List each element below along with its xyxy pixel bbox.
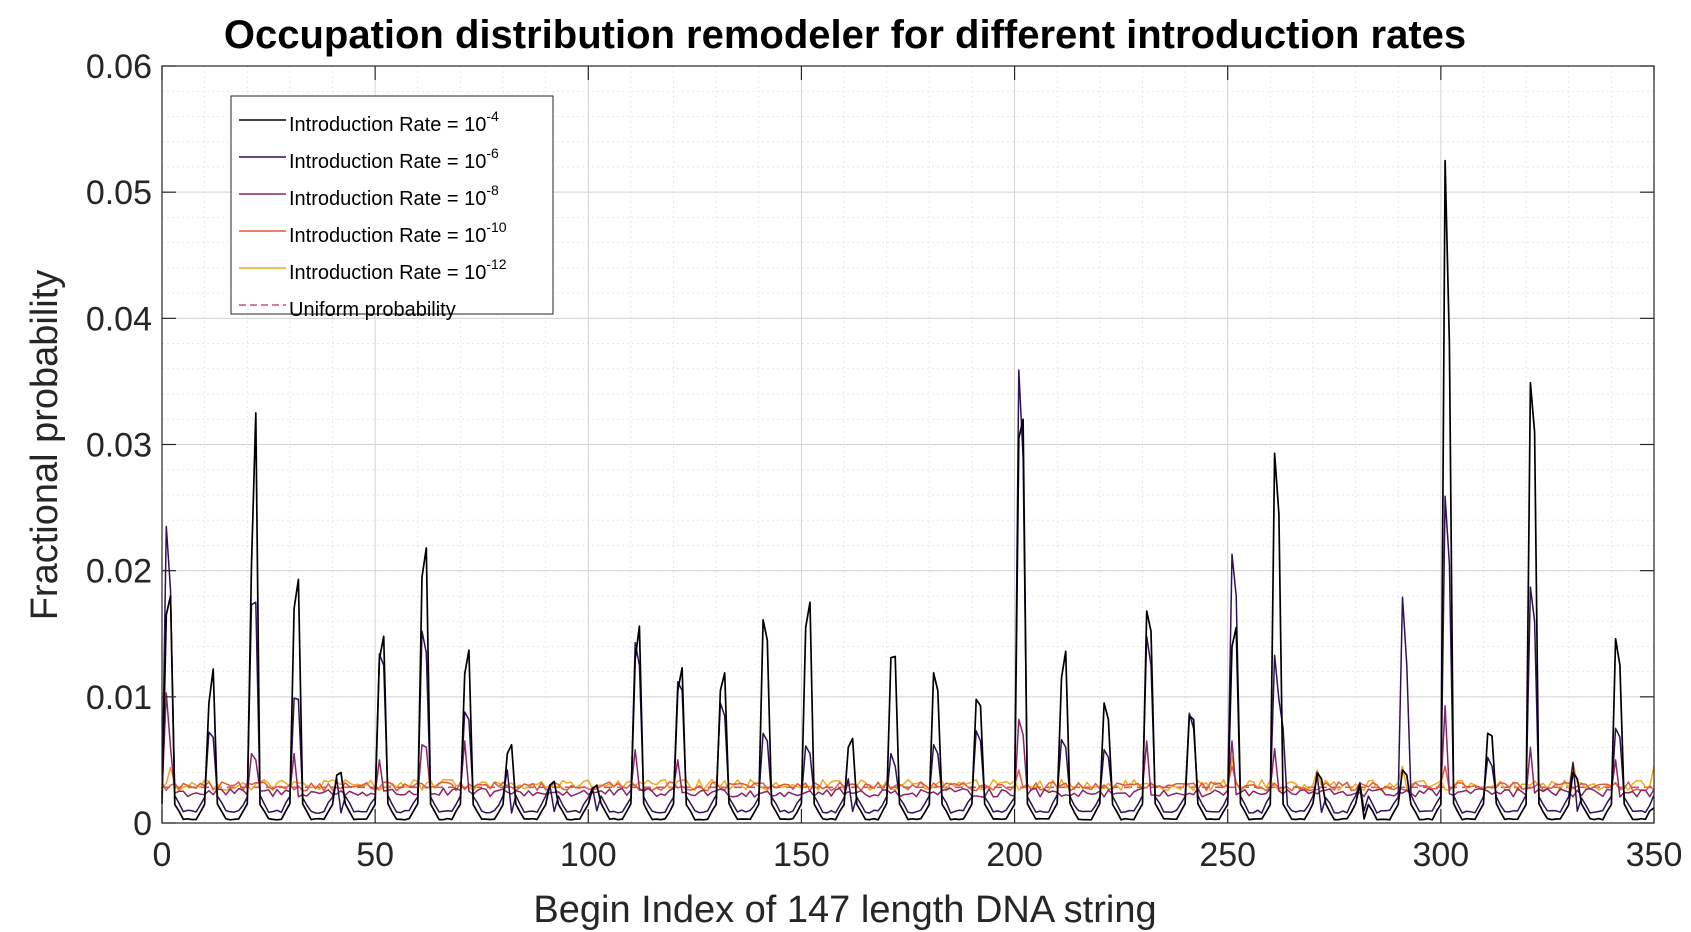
x-tick-label: 0 xyxy=(153,836,172,874)
legend-exponent: -4 xyxy=(486,108,499,124)
x-tick-label: 100 xyxy=(560,836,617,874)
x-tick-label: 150 xyxy=(773,836,830,874)
legend-label: Uniform probability xyxy=(289,299,456,321)
x-tick-label: 350 xyxy=(1626,836,1683,874)
chart-title: Occupation distribution remodeler for di… xyxy=(224,13,1466,57)
series-line-rate-m10 xyxy=(161,765,1655,792)
legend-exponent: -6 xyxy=(486,145,499,161)
y-tick-label: 0.03 xyxy=(86,427,152,465)
x-tick-label: 250 xyxy=(1199,836,1256,874)
legend-exponent: -8 xyxy=(486,182,499,198)
x-tick-label: 200 xyxy=(986,836,1043,874)
series-line-rate-m12 xyxy=(161,756,1655,792)
x-tick-label: 300 xyxy=(1412,836,1469,874)
series-layer xyxy=(161,159,1655,821)
y-tick-label: 0.02 xyxy=(86,553,152,591)
series-line-rate-m4 xyxy=(161,159,1655,821)
tick-labels: 0 50 100 150 200 250 300 350 0 0.01 0.02 0.03 0.04 0.… xyxy=(86,48,1683,874)
series-line-rate-m6 xyxy=(161,369,1655,814)
x-axis-label: Begin Index of 147 length DNA string xyxy=(533,889,1156,931)
y-tick-label: 0.05 xyxy=(86,174,152,212)
y-tick-label: 0.04 xyxy=(86,300,152,338)
legend-box xyxy=(230,95,554,315)
series-line-rate-m8 xyxy=(161,692,1655,798)
y-tick-label: 0.01 xyxy=(86,679,152,717)
axis-ticks xyxy=(161,65,1655,824)
legend-exponent: -10 xyxy=(486,219,506,235)
y-tick-label: 0.06 xyxy=(86,48,152,86)
x-tick-label: 50 xyxy=(356,836,394,874)
y-axis-label: Fractional probability xyxy=(24,270,66,621)
legend-exponent: -12 xyxy=(486,256,506,272)
y-tick-label: 0 xyxy=(133,805,152,843)
